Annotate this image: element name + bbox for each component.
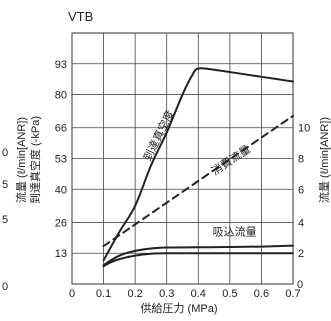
series-group xyxy=(102,67,294,268)
left-edge-fragment: 5 xyxy=(2,179,8,191)
left-edge-fragment: 5 xyxy=(2,214,8,226)
x-tick-label: 0.7 xyxy=(285,288,300,300)
x-tick-label: 0.3 xyxy=(159,288,174,300)
y-tick-label-left: 53 xyxy=(55,154,67,166)
left-edge-fragments: 0 5 5 0 xyxy=(2,147,8,293)
left-edge-fragment: 0 xyxy=(2,281,8,293)
y-tick-label-left: 26 xyxy=(55,217,67,229)
x-tick-label: 0.2 xyxy=(127,288,142,300)
y-tick-label-left: 40 xyxy=(55,184,67,196)
y-tick-label-left: 93 xyxy=(55,59,67,71)
y-tick-label-right-origin: 0 xyxy=(297,279,303,291)
x-tick-label: 0.5 xyxy=(222,288,237,300)
annotation-2: 消費流量 xyxy=(209,142,253,178)
y-tick-label-right: 2 xyxy=(298,248,304,260)
annotation-1: 到達真空度 xyxy=(140,108,177,164)
y-tick-label-right: 10 xyxy=(298,123,310,135)
chart-title: VTB xyxy=(68,9,93,24)
x-tick-label: 0 xyxy=(69,288,75,300)
series-line-1 xyxy=(102,67,294,262)
y-axis-label-left-vacuum: 到達真空度 (-kPa) xyxy=(28,116,42,204)
y-axis-label-left-flow: 流量 (ℓ/min[ANR]) xyxy=(14,117,28,203)
series-line-3 xyxy=(102,244,294,267)
x-axis-label: 供給圧力 (MPa) xyxy=(141,301,218,315)
left-edge-fragment: 0 xyxy=(2,147,8,159)
y-tick-label-right: 4 xyxy=(298,217,304,229)
annotation-3: 吸込流量 xyxy=(213,224,257,238)
y-tick-label-left: 66 xyxy=(55,123,67,135)
series-line-2 xyxy=(102,114,294,248)
y-tick-label-right: 6 xyxy=(298,184,304,196)
x-tick-label: 0.1 xyxy=(96,288,111,300)
y-tick-label-left: 80 xyxy=(55,90,67,102)
y-axis-label-right: 流量 (ℓ/min[ANR]) xyxy=(317,117,331,203)
series-line-4 xyxy=(102,252,294,268)
x-tick-label: 0.6 xyxy=(254,288,269,300)
tick-labels: 0 0.1 0.2 0.3 0.4 0.5 0.6 0.7132640536680932468… xyxy=(55,59,311,300)
y-tick-label-left: 13 xyxy=(55,248,67,260)
y-tick-label-right: 8 xyxy=(298,154,304,166)
x-tick-label: 0.4 xyxy=(191,288,206,300)
